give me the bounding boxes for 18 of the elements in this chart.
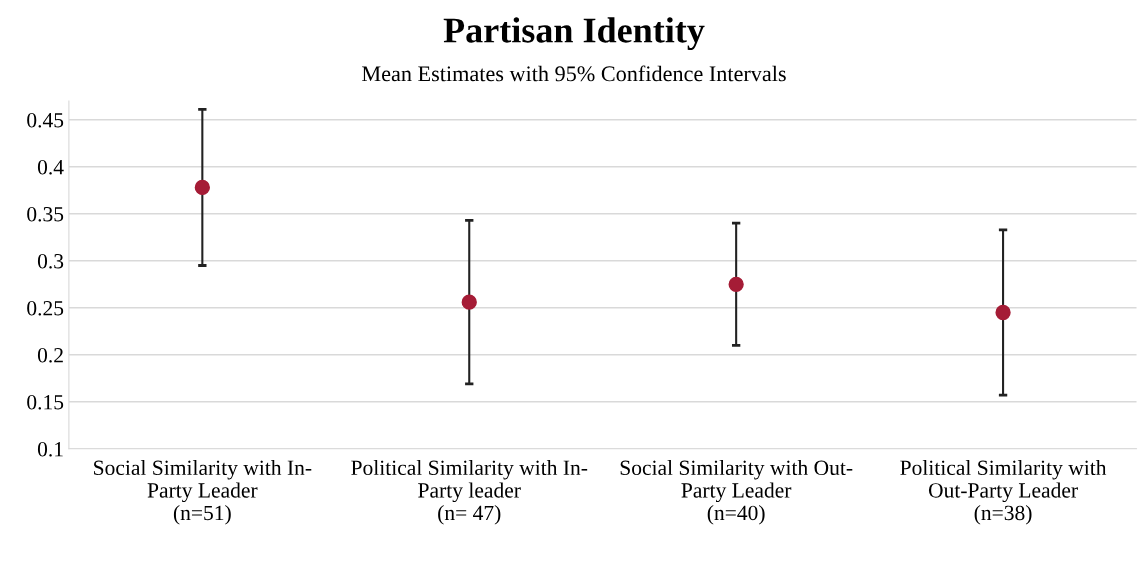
y-tick-label: 0.35 xyxy=(27,206,64,222)
point xyxy=(995,304,1011,321)
y-tick-label: 0.25 xyxy=(27,300,64,316)
y-tick-label: 0.15 xyxy=(27,394,64,410)
point xyxy=(194,179,210,196)
x-tick-label: Social Similarity with Out- Party Leader (n=40) xyxy=(620,459,853,525)
y-tick-label: 0.4 xyxy=(37,159,64,175)
x-tick-label: Social Similarity with In- Party Leader (n=51) xyxy=(94,459,312,525)
x-tick-label: Political Similarity with In- Party leader (n= 47) xyxy=(351,459,588,525)
point xyxy=(728,276,744,292)
point xyxy=(461,294,477,310)
y-tick-label: 0.3 xyxy=(37,253,64,269)
chart-title: Partisan Identity xyxy=(443,17,705,51)
y-tick-label: 0.2 xyxy=(37,347,63,363)
y-tick-label: 0.1 xyxy=(37,441,63,457)
y-tick-label: 0.45 xyxy=(27,112,64,128)
chart-subtitle: Mean Estimates with 95% Confidence Intervals xyxy=(362,65,786,82)
x-tick-label: Political Similarity with Out-Party Leader (n=38) xyxy=(900,459,1107,525)
